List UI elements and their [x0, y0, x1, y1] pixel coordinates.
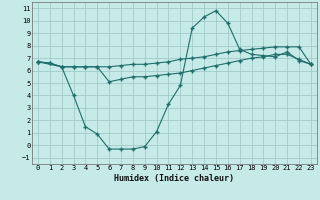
X-axis label: Humidex (Indice chaleur): Humidex (Indice chaleur): [115, 174, 234, 183]
